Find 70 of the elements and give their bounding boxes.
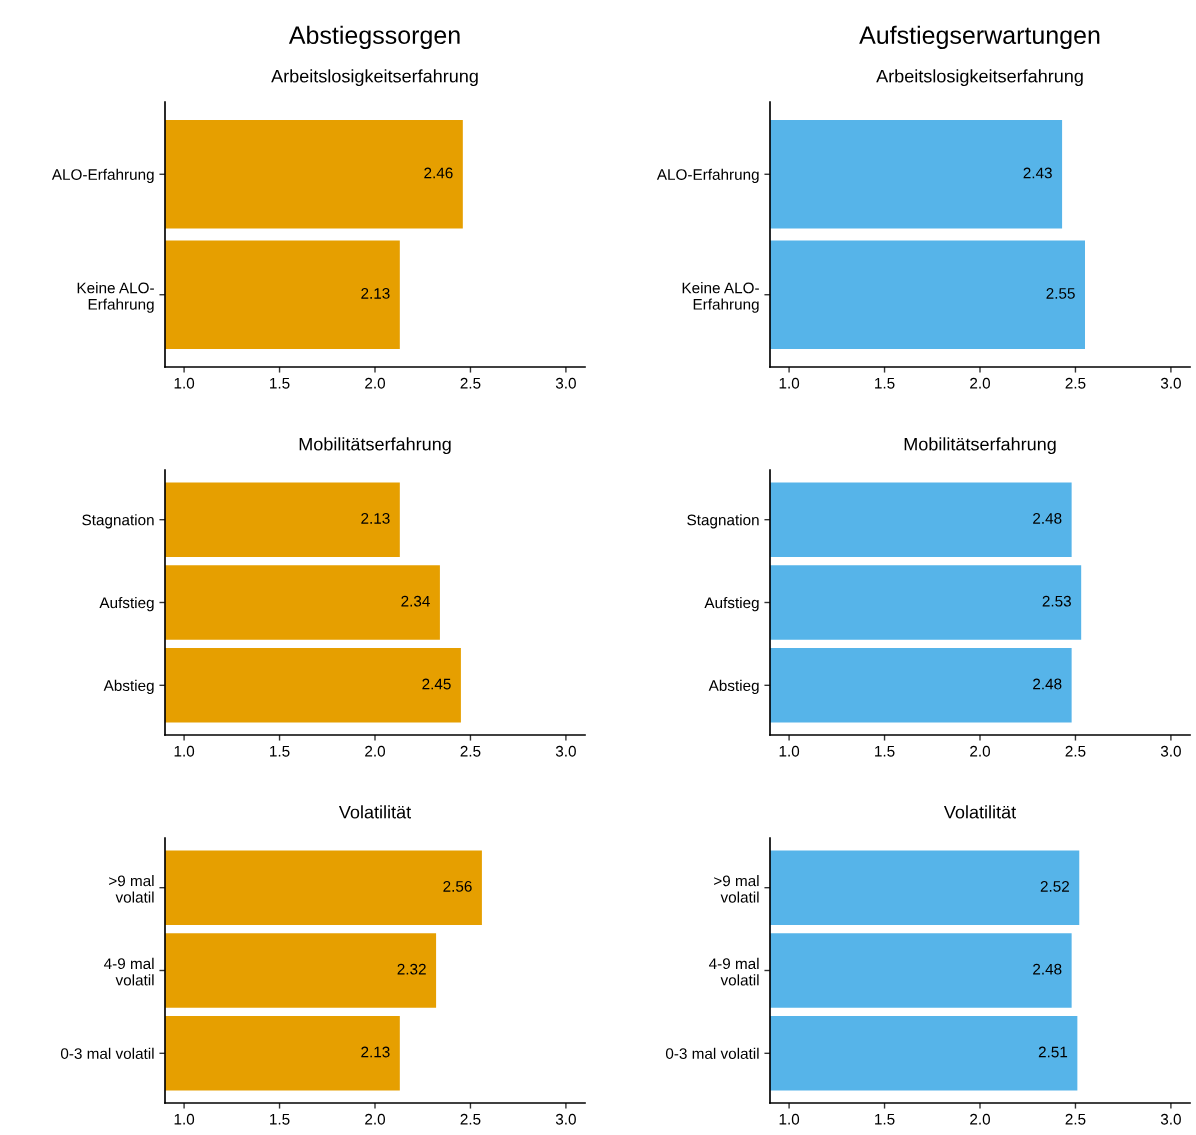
y-tick-label: Stagnation xyxy=(82,514,154,529)
x-tick-label: 1.5 xyxy=(270,1113,290,1125)
chart-title: Abstiegssorgen xyxy=(288,25,460,49)
chart-subtitle: Volatilität xyxy=(338,805,411,819)
y-tick-label: Keine ALO- Erfahrung xyxy=(77,282,154,313)
x-tick-label: 1.0 xyxy=(779,745,800,757)
x-tick-label: 1.0 xyxy=(779,377,800,389)
data-label: 2.32 xyxy=(397,963,426,975)
chart-title: Aufstiegserwartungen xyxy=(859,25,1100,49)
x-tick-label: 3.0 xyxy=(555,1113,576,1125)
x-tick-label: 2.5 xyxy=(1065,745,1086,757)
x-tick-label: 2.0 xyxy=(970,745,991,757)
data-label: 2.46 xyxy=(424,167,453,179)
chart-subtitle: Arbeitslosigkeitserfahrung xyxy=(271,69,478,87)
chart-subtitle: Mobilitätserfahrung xyxy=(299,437,451,455)
x-tick-label: 3.0 xyxy=(1160,1113,1181,1125)
x-tick-label: 2.5 xyxy=(1065,1113,1086,1125)
y-tick-label: ALO-Erfahrung xyxy=(51,168,154,183)
data-label: 2.52 xyxy=(1040,880,1069,892)
data-label: 2.45 xyxy=(422,678,451,690)
data-label: 2.48 xyxy=(1033,678,1062,690)
x-tick-label: 1.0 xyxy=(779,1113,800,1125)
x-tick-label: 2.5 xyxy=(460,745,481,757)
x-tick-label: 2.0 xyxy=(365,745,386,757)
y-tick-label: 0-3 mal volatil xyxy=(60,1047,154,1059)
x-tick-label: 1.0 xyxy=(174,1113,195,1125)
y-tick-label: Abstieg xyxy=(103,679,154,695)
y-tick-label: Aufstieg xyxy=(99,596,154,612)
y-tick-label: Stagnation xyxy=(687,514,759,529)
y-tick-label: 4-9 mal volatil xyxy=(708,957,759,986)
data-label: 2.48 xyxy=(1033,963,1062,975)
data-label: 2.51 xyxy=(1038,1046,1068,1058)
y-tick-label: Abstieg xyxy=(708,679,759,695)
y-tick-label: ALO-Erfahrung xyxy=(656,168,759,183)
data-label: 2.13 xyxy=(361,512,390,524)
data-label: 2.48 xyxy=(1033,512,1062,524)
y-tick-label: Keine ALO- Erfahrung xyxy=(682,282,759,313)
y-tick-label: >9 mal volatil xyxy=(109,875,154,903)
y-tick-label: 0-3 mal volatil xyxy=(665,1047,759,1059)
x-tick-label: 1.0 xyxy=(174,377,195,389)
x-tick-label: 1.5 xyxy=(875,377,895,389)
x-tick-label: 2.0 xyxy=(970,1113,991,1125)
data-label: 2.43 xyxy=(1023,167,1052,179)
x-tick-label: 2.0 xyxy=(365,377,386,389)
y-tick-label: >9 mal volatil xyxy=(714,875,759,903)
x-tick-label: 1.5 xyxy=(875,745,895,757)
y-tick-label: Aufstieg xyxy=(704,596,759,612)
data-label: 2.13 xyxy=(361,288,390,299)
x-tick-label: 2.5 xyxy=(460,1113,481,1125)
chart-subtitle: Mobilitätserfahrung xyxy=(904,437,1056,455)
x-tick-label: 2.5 xyxy=(1065,377,1086,389)
x-tick-label: 1.0 xyxy=(174,745,195,757)
y-tick-label: 4-9 mal volatil xyxy=(103,957,154,986)
chart-subtitle: Volatilität xyxy=(943,805,1016,819)
x-tick-label: 3.0 xyxy=(555,377,576,389)
x-tick-label: 3.0 xyxy=(1160,745,1181,757)
x-tick-label: 3.0 xyxy=(1160,377,1181,389)
x-tick-label: 2.0 xyxy=(365,1113,386,1125)
x-tick-label: 2.5 xyxy=(460,377,481,389)
x-tick-label: 1.5 xyxy=(270,745,290,757)
chart-subtitle: Arbeitslosigkeitserfahrung xyxy=(876,69,1083,87)
data-label: 2.56 xyxy=(443,880,472,892)
data-label: 2.55 xyxy=(1046,288,1075,299)
x-tick-label: 2.0 xyxy=(970,377,991,389)
x-tick-label: 1.5 xyxy=(875,1113,895,1125)
x-tick-label: 1.5 xyxy=(270,377,290,389)
x-tick-label: 3.0 xyxy=(555,745,576,757)
data-label: 2.53 xyxy=(1042,595,1071,607)
data-label: 2.13 xyxy=(361,1046,390,1058)
data-label: 2.34 xyxy=(401,595,430,607)
